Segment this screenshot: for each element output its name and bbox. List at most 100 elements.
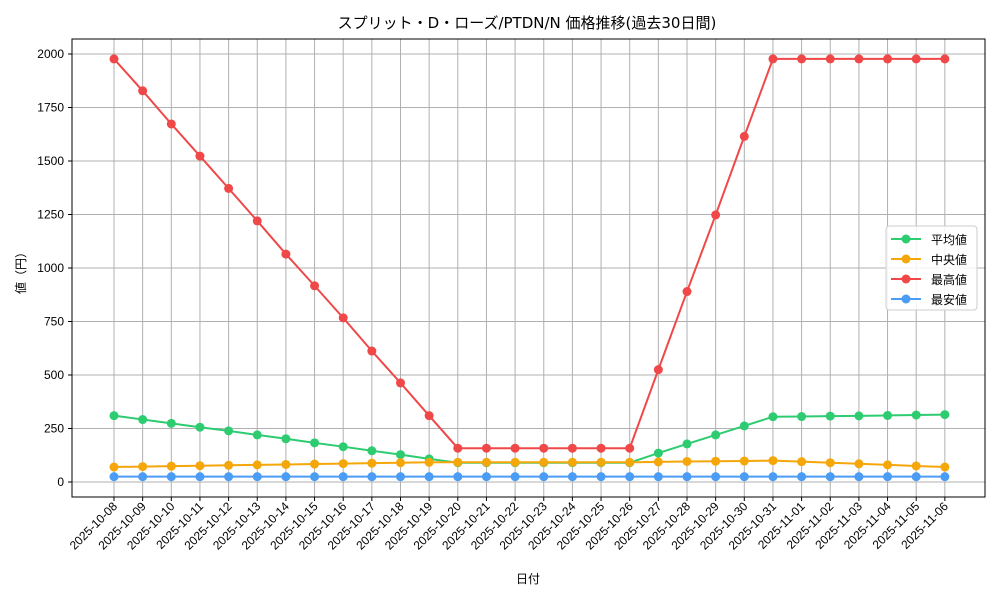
y-tick-label: 1000 <box>37 261 64 275</box>
chart-title: スプリット・D・ローズ/PTDN/N 価格推移(過去30日間) <box>338 14 717 32</box>
data-point <box>596 443 606 453</box>
data-point <box>682 439 692 449</box>
y-tick-label: 0 <box>57 475 64 489</box>
data-point <box>682 287 692 297</box>
data-point <box>481 443 491 453</box>
data-point <box>138 472 148 482</box>
data-point <box>625 443 635 453</box>
data-point <box>768 456 778 466</box>
data-point <box>510 472 520 482</box>
data-point <box>281 472 291 482</box>
data-point <box>195 151 205 161</box>
y-tick-label: 750 <box>44 315 64 329</box>
data-point <box>281 249 291 259</box>
data-point <box>854 54 864 64</box>
data-point <box>739 421 749 431</box>
data-point <box>424 411 434 421</box>
data-series <box>109 54 950 482</box>
data-point <box>252 472 262 482</box>
data-point <box>911 54 921 64</box>
data-point <box>166 472 176 482</box>
data-point <box>310 459 320 469</box>
data-point <box>138 462 148 472</box>
data-point <box>911 461 921 471</box>
data-point <box>396 472 405 482</box>
y-tick-label: 500 <box>44 368 64 382</box>
data-point <box>768 54 778 64</box>
data-point <box>310 472 320 482</box>
data-point <box>825 458 835 468</box>
data-point <box>338 472 348 482</box>
data-point <box>367 346 377 356</box>
data-point <box>510 443 520 453</box>
data-point <box>453 443 463 453</box>
data-point <box>911 472 921 482</box>
data-point <box>424 457 434 467</box>
data-point <box>625 457 635 467</box>
data-point <box>166 418 176 428</box>
data-point <box>825 411 835 421</box>
data-point <box>854 459 864 469</box>
data-point <box>711 430 721 440</box>
plot-area-frame <box>71 38 986 498</box>
data-point <box>682 456 692 466</box>
data-point <box>338 442 348 452</box>
data-point <box>539 472 549 482</box>
data-point <box>224 183 234 193</box>
y-tick-label: 1500 <box>37 154 64 168</box>
data-point <box>252 216 262 226</box>
legend-marker-icon <box>901 294 911 304</box>
data-point <box>109 462 119 472</box>
data-point <box>396 458 405 468</box>
data-point <box>682 472 692 482</box>
legend-box <box>885 225 978 311</box>
legend-marker-icon <box>901 254 911 264</box>
data-point <box>711 456 721 466</box>
data-point <box>367 458 377 468</box>
data-point <box>453 472 463 482</box>
data-point <box>424 472 434 482</box>
data-point <box>166 461 176 471</box>
data-point <box>539 457 549 467</box>
y-tick-label: 250 <box>44 422 64 436</box>
x-axis-label: 日付 <box>516 572 540 586</box>
data-point <box>109 54 119 64</box>
data-point <box>653 365 663 375</box>
y-tick-label: 2000 <box>37 47 64 61</box>
data-point <box>739 131 749 141</box>
legend-item: 平均値 <box>891 232 967 247</box>
data-point <box>653 472 663 482</box>
data-point <box>310 281 320 291</box>
data-point <box>281 459 291 469</box>
grid-lines <box>72 39 985 497</box>
data-point <box>224 460 234 470</box>
series-line <box>109 54 950 453</box>
data-point <box>109 472 119 482</box>
y-axis-label: 値（円） <box>13 246 28 294</box>
data-point <box>797 472 807 482</box>
data-point <box>625 472 635 482</box>
data-point <box>338 459 348 469</box>
data-point <box>797 412 807 422</box>
data-point <box>911 410 921 420</box>
data-point <box>940 462 950 472</box>
data-point <box>854 411 864 421</box>
data-point <box>138 86 148 96</box>
data-point <box>883 410 893 420</box>
series-line <box>109 456 950 472</box>
legend-item: 最高値 <box>891 272 967 287</box>
data-point <box>252 430 262 440</box>
data-point <box>195 472 205 482</box>
data-point <box>310 438 320 448</box>
data-point <box>224 472 234 482</box>
data-point <box>653 457 663 467</box>
legend-marker-icon <box>901 234 911 244</box>
data-point <box>883 472 893 482</box>
data-point <box>539 443 549 453</box>
data-point <box>797 54 807 64</box>
data-point <box>940 410 950 420</box>
series-line <box>109 472 950 482</box>
data-point <box>396 450 405 460</box>
data-point <box>138 415 148 425</box>
